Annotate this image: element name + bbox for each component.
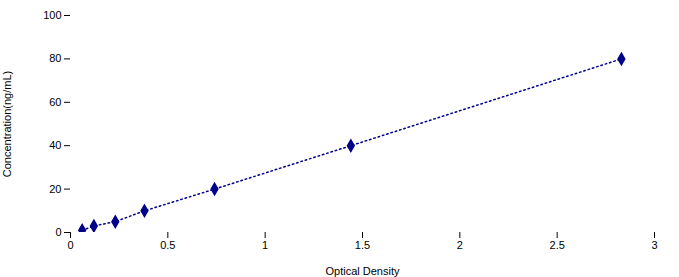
- svg-text:60: 60: [49, 96, 61, 108]
- svg-text:2.5: 2.5: [550, 239, 565, 251]
- svg-text:2: 2: [457, 239, 463, 251]
- svg-text:1.5: 1.5: [355, 239, 370, 251]
- svg-text:20: 20: [49, 183, 61, 195]
- svg-text:0.5: 0.5: [160, 239, 175, 251]
- svg-text:1: 1: [262, 239, 268, 251]
- svg-text:3: 3: [651, 239, 657, 251]
- svg-text:Concentration(ng/mL): Concentration(ng/mL): [1, 71, 13, 177]
- svg-text:0: 0: [67, 239, 73, 251]
- svg-text:Optical Density: Optical Density: [326, 265, 400, 277]
- svg-text:40: 40: [49, 139, 61, 151]
- svg-text:80: 80: [49, 52, 61, 64]
- svg-text:0: 0: [55, 226, 61, 238]
- svg-text:100: 100: [43, 9, 61, 21]
